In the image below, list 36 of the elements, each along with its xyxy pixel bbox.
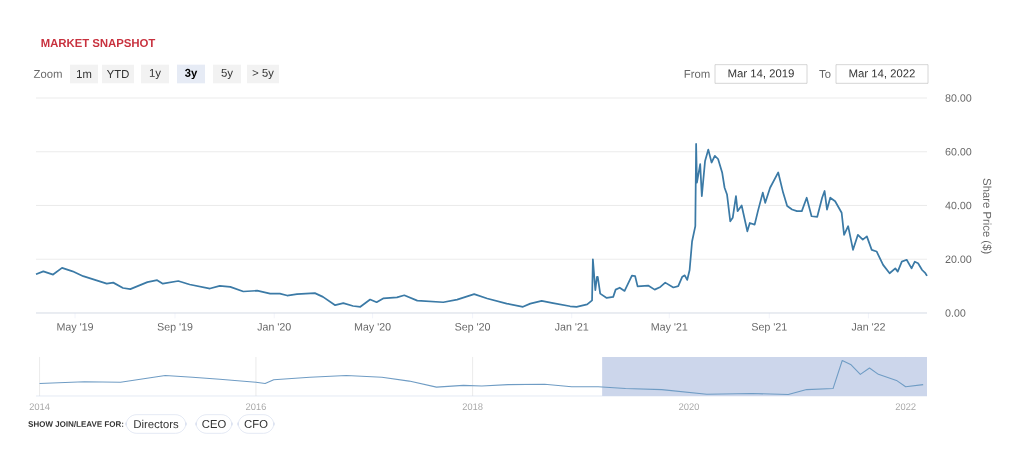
text: To <box>819 70 831 78</box>
y-tick-label: 40.00 <box>945 201 972 210</box>
x-tick-label: May '20 <box>354 323 391 333</box>
text: CEO <box>202 419 226 428</box>
x-tick-label: 2016 <box>246 403 266 410</box>
x-tick-label: Sep '19 <box>157 323 193 333</box>
text: From <box>684 70 710 78</box>
x-tick-label: 2018 <box>462 403 483 410</box>
x-tick-label: Sep '20 <box>455 323 491 333</box>
text: Directors <box>134 419 179 429</box>
x-tick-label: Jan '22 <box>851 323 885 331</box>
x-tick-label: 2022 <box>895 403 916 410</box>
y-tick-label: 0.00 <box>945 309 966 317</box>
x-tick-label: Jan '20 <box>257 323 291 331</box>
text: > 5y <box>252 68 274 80</box>
x-tick-label: Jan '21 <box>554 323 589 331</box>
text: Zoom <box>33 70 62 78</box>
text: Mar 14, 2022 <box>849 69 915 79</box>
y-tick-label: 60.00 <box>945 147 972 156</box>
text: SHOW JOIN/LEAVE FOR: <box>28 421 124 427</box>
y-axis-title: Share Price ($) <box>980 178 992 254</box>
x-tick-label: May '19 <box>57 323 94 333</box>
text: 1y <box>149 68 161 80</box>
x-tick-label: 2014 <box>29 403 50 410</box>
x-tick-label: May '21 <box>651 323 688 333</box>
chart-title: MARKET SNAPSHOT <box>41 38 156 47</box>
text: CFO <box>244 419 268 428</box>
x-tick-label: 2020 <box>679 403 700 410</box>
text: YTD <box>106 70 129 78</box>
y-tick-label: 80.00 <box>945 94 972 102</box>
x-tick-label: Sep '21 <box>751 323 787 333</box>
text: 5y <box>221 68 233 80</box>
y-tick-label: 20.00 <box>945 255 972 264</box>
text: 3y <box>184 68 198 80</box>
text: Mar 14, 2019 <box>728 69 794 79</box>
text: 1m <box>77 70 92 78</box>
